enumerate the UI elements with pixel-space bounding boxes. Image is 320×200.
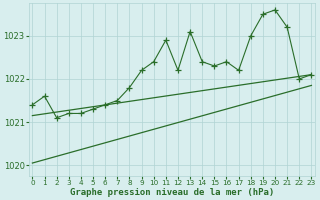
X-axis label: Graphe pression niveau de la mer (hPa): Graphe pression niveau de la mer (hPa) [70, 188, 274, 197]
